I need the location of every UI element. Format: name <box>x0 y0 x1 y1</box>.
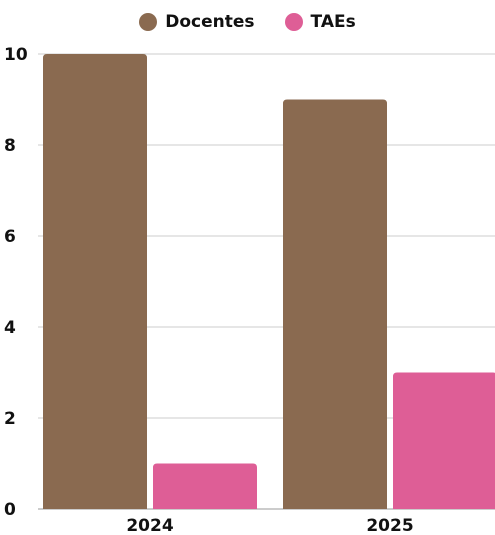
legend-label-docentes: Docentes <box>165 12 255 32</box>
legend-item-taes[interactable]: TAEs <box>284 12 356 32</box>
legend-item-docentes[interactable]: Docentes <box>139 12 255 32</box>
y-tick-label: 2 <box>4 409 16 429</box>
y-tick-label: 0 <box>4 500 16 520</box>
bar-taes-2024[interactable] <box>153 463 257 510</box>
bar-taes-2025[interactable] <box>393 372 495 510</box>
y-tick-labels: 0 2 4 6 8 10 <box>4 45 28 520</box>
legend-swatch-taes <box>284 13 303 31</box>
x-category-label: 2024 <box>126 516 173 535</box>
legend: Docentes TAEs <box>0 8 495 36</box>
bar-docentes-2024[interactable] <box>43 54 147 509</box>
y-tick-label: 6 <box>4 227 16 247</box>
bar-docentes-2025[interactable] <box>283 99 387 510</box>
y-tick-label: 4 <box>4 318 16 338</box>
legend-swatch-docentes <box>139 13 158 31</box>
x-category-label: 2025 <box>366 516 413 535</box>
y-tick-label: 10 <box>4 45 28 65</box>
y-tick-label: 8 <box>4 136 16 156</box>
legend-label-taes: TAEs <box>310 12 356 32</box>
x-category-labels: 2024 2025 <box>126 516 413 535</box>
bars <box>43 54 495 509</box>
